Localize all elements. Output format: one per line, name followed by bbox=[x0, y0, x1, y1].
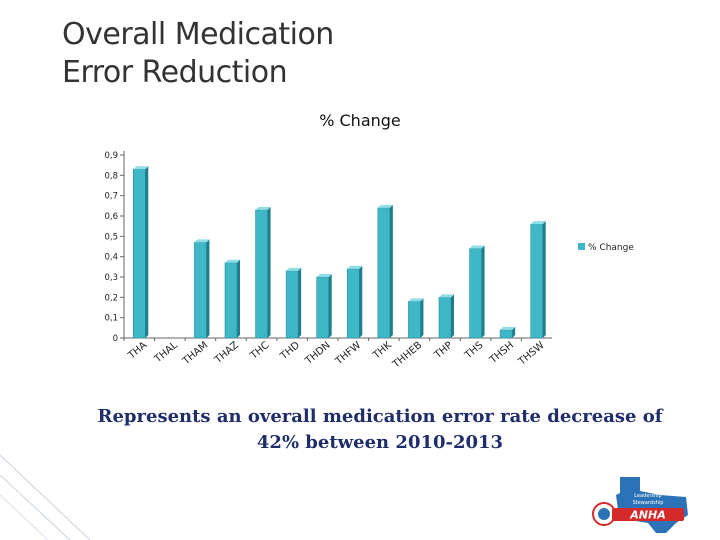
bar-thk bbox=[377, 204, 393, 339]
caption: Represents an overall medication error r… bbox=[40, 404, 720, 456]
x-tick-label: THA bbox=[126, 340, 150, 362]
y-tick-label: 0,2 bbox=[104, 293, 118, 303]
bar-side bbox=[389, 204, 393, 338]
bar-side bbox=[481, 245, 485, 338]
bar-thheb bbox=[408, 298, 424, 339]
legend-label: % Change bbox=[588, 243, 634, 253]
y-tick-label: 0,5 bbox=[104, 232, 118, 242]
bar-top bbox=[133, 166, 149, 170]
bar-thsw bbox=[530, 221, 546, 339]
slide-title: Overall Medication Error Reduction bbox=[62, 16, 334, 92]
x-tick-label: THS bbox=[462, 340, 485, 362]
x-tick-label: THDN bbox=[303, 340, 333, 368]
x-tick-label: THC bbox=[248, 340, 272, 362]
x-tick-label: THSW bbox=[516, 340, 547, 368]
bar-front bbox=[530, 223, 544, 339]
y-tick-label: 0,4 bbox=[104, 253, 118, 263]
bar-thfw bbox=[346, 265, 363, 339]
caption-line-2: 42% between 2010-2013 bbox=[256, 432, 504, 453]
logo-text-mid: Stewardship bbox=[633, 500, 664, 506]
bar-thaz bbox=[224, 259, 240, 339]
title-line-1: Overall Medication bbox=[62, 17, 334, 52]
logo-text-top: Leadership bbox=[634, 493, 661, 499]
x-tick-label: THHEB bbox=[390, 340, 424, 371]
bar-thdn bbox=[316, 274, 332, 339]
x-tick-label: THFW bbox=[333, 340, 363, 368]
legend-swatch bbox=[578, 243, 585, 250]
bar-series bbox=[132, 166, 546, 339]
emblem-inner-icon bbox=[598, 508, 610, 520]
y-tick-label: 0,1 bbox=[104, 314, 118, 324]
bar-top bbox=[530, 221, 546, 225]
bar-top bbox=[439, 294, 454, 298]
x-tick-label: THAM bbox=[180, 340, 210, 368]
x-tick-label: THAZ bbox=[212, 340, 241, 367]
bar-side bbox=[542, 221, 546, 338]
bar-chart: % Change 0 0,1 0,2 0,3 0,4 0,5 0,6 0,7 0,8 0,9 TH… bbox=[104, 111, 634, 371]
bar-side bbox=[206, 239, 210, 338]
bar-top bbox=[225, 259, 240, 263]
caption-line-1: Represents an overall medication error r… bbox=[97, 406, 663, 427]
bar-front bbox=[377, 207, 391, 339]
bar-top bbox=[286, 267, 302, 271]
legend: % Change bbox=[578, 243, 634, 253]
logo-brand: ANHA bbox=[629, 509, 665, 522]
bar-front bbox=[224, 262, 238, 339]
bar-front bbox=[255, 209, 268, 339]
bar-thsh bbox=[499, 326, 516, 339]
x-tick-label: THP bbox=[432, 340, 455, 362]
y-tick-label: 0,7 bbox=[104, 192, 118, 202]
chart-title: % Change bbox=[319, 111, 401, 130]
x-tick-label: THD bbox=[278, 340, 302, 363]
y-tick-label: 0 bbox=[113, 334, 118, 344]
bar-side bbox=[237, 259, 240, 338]
anha-logo: Leadership Stewardship ANHA bbox=[592, 477, 688, 533]
bar-top bbox=[194, 239, 210, 243]
bar-side bbox=[267, 206, 271, 338]
bar-thd bbox=[285, 267, 302, 339]
x-tick-label: THK bbox=[370, 340, 394, 362]
bar-front bbox=[408, 301, 421, 339]
bar-ths bbox=[469, 245, 485, 339]
bar-top bbox=[255, 206, 271, 210]
bar-front bbox=[438, 297, 452, 339]
bar-side bbox=[298, 267, 302, 338]
bar-side bbox=[145, 166, 149, 338]
bar-top bbox=[316, 274, 332, 277]
x-tick-label: THAL bbox=[152, 340, 180, 366]
bar-thc bbox=[255, 206, 271, 339]
x-tick-label: THSH bbox=[487, 340, 516, 367]
bar-tha bbox=[132, 166, 149, 339]
bar-top bbox=[347, 265, 363, 269]
bar-front bbox=[316, 276, 330, 339]
y-tick-label: 0,3 bbox=[104, 273, 118, 283]
bar-front bbox=[132, 168, 146, 339]
bar-side bbox=[512, 326, 516, 338]
bar-thp bbox=[438, 294, 454, 339]
bar-front bbox=[285, 270, 299, 339]
y-tick-label: 0,9 bbox=[104, 151, 118, 161]
bar-front bbox=[194, 242, 207, 339]
bar-front bbox=[346, 268, 360, 339]
bar-front bbox=[499, 329, 513, 339]
bar-side bbox=[359, 265, 363, 338]
y-tick-label: 0,6 bbox=[104, 212, 118, 222]
bar-side bbox=[328, 274, 332, 338]
bar-front bbox=[469, 248, 482, 339]
bar-top bbox=[377, 204, 393, 208]
bar-side bbox=[420, 298, 424, 338]
brand-bar bbox=[612, 508, 684, 521]
bar-top bbox=[408, 298, 424, 302]
bar-tham bbox=[194, 239, 210, 339]
bar-top bbox=[500, 326, 516, 330]
y-tick-label: 0,8 bbox=[104, 171, 118, 181]
bar-top bbox=[469, 245, 485, 249]
title-line-2: Error Reduction bbox=[62, 55, 288, 90]
corner-decoration bbox=[0, 455, 90, 540]
bar-side bbox=[451, 294, 454, 338]
